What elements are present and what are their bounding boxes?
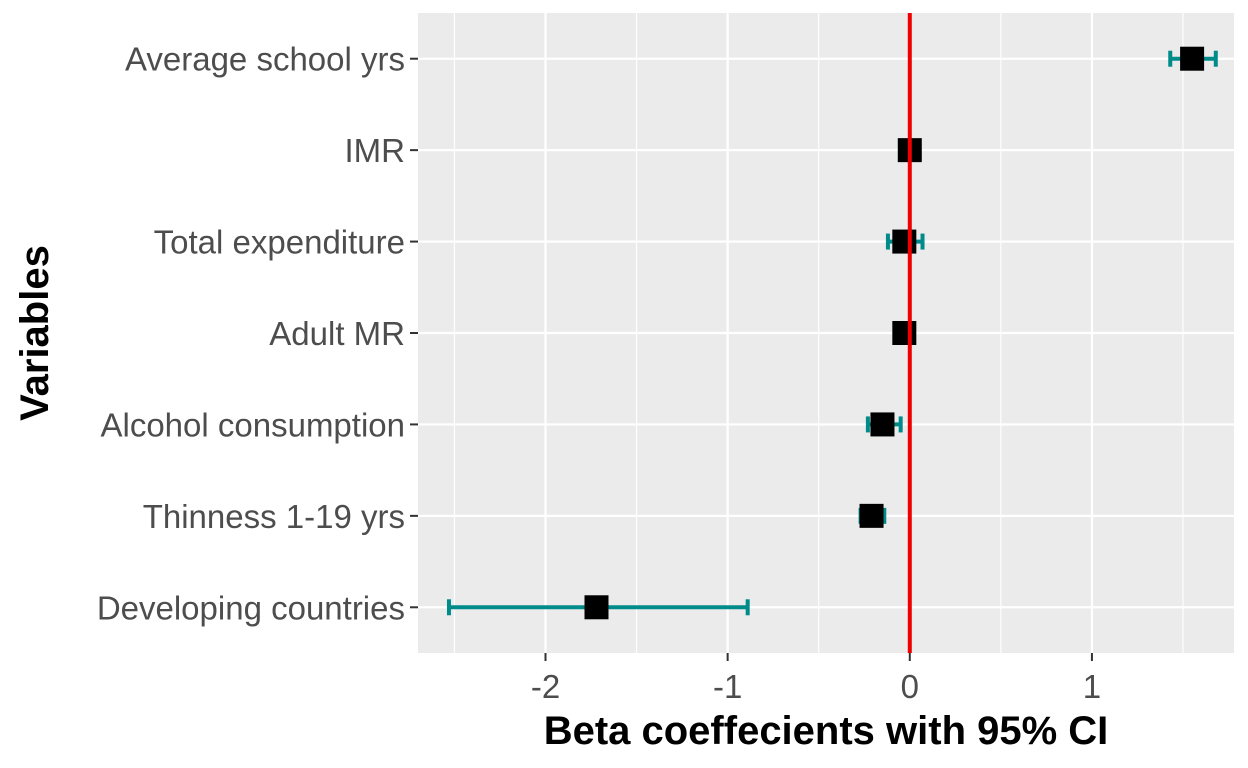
estimate-point [1180, 46, 1205, 71]
y-tick-label: Average school yrs [125, 41, 405, 78]
y-tick-label: Developing countries [97, 589, 405, 626]
x-axis-ticks: -2 -1 0 1 [531, 653, 1101, 705]
y-axis-ticks: Average school yrs IMR Total expenditure Ad… [97, 41, 418, 626]
y-tick-label: Total expenditure [154, 224, 405, 261]
y-tick-label: Thinness 1-19 yrs [143, 498, 405, 535]
estimate-point [859, 503, 884, 528]
estimate-point [892, 321, 917, 345]
estimate-points [584, 46, 1205, 620]
x-tick-label: -2 [531, 668, 560, 705]
estimate-point [584, 595, 609, 620]
x-tick-label: 1 [1083, 668, 1101, 705]
y-axis-title: Variables [13, 245, 57, 421]
x-axis-title: Beta coeffecients with 95% CI [544, 709, 1109, 753]
x-tick-label: -1 [713, 668, 742, 705]
y-tick-label: Alcohol consumption [100, 406, 405, 443]
estimate-point [870, 412, 895, 437]
x-tick-label: 0 [901, 668, 919, 705]
y-tick-label: IMR [345, 132, 406, 169]
y-tick-label: Adult MR [269, 315, 405, 352]
estimate-point [892, 229, 917, 254]
